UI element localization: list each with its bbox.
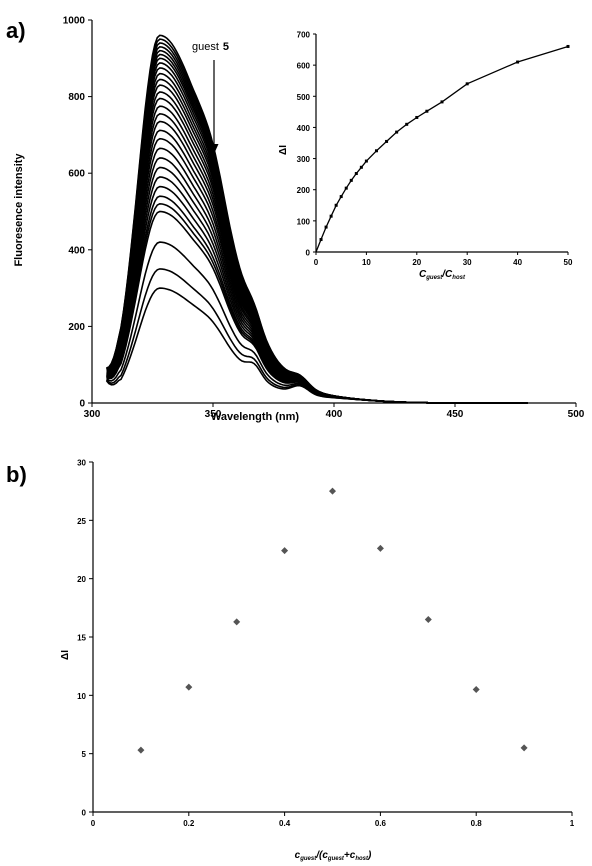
inset-x-axis-label: Cguest/Chost [419,269,466,281]
inset-data-point [405,122,409,126]
spectra-y-tick-label: 1000 [63,16,86,27]
guest-arrow [209,60,219,154]
spectrum-line [105,268,528,404]
inset-data-point [415,115,419,119]
job-plot-y-tick-label: 25 [77,517,86,526]
job-plot-y-tick-label: 5 [82,750,87,759]
inset-data-point [349,178,353,182]
inset-x-tick-label: 20 [412,258,421,267]
inset-data-point [334,203,338,207]
job-plot-point [329,487,336,495]
inset-y-tick-label: 100 [297,217,311,226]
job-plot-y-tick-label: 0 [82,809,87,818]
job-plot-x-axis-label: cguest/(cguest+chost) [295,850,372,862]
inset-x-tick-label: 40 [513,258,522,267]
inset-data-point [440,100,444,104]
inset-data-point [329,214,333,218]
spectra-y-tick-label: 800 [68,92,85,103]
job-plot-point [424,616,432,623]
spectra-x-axis-label: Wavelength (nm) [211,411,300,423]
inset-y-tick-label: 0 [306,249,311,258]
spectra-x-tick-label: 350 [205,409,222,420]
inset-y-tick-label: 600 [297,62,311,71]
job-plot-y-tick-label: 30 [77,459,86,468]
inset-data-point [339,195,343,199]
spectra-x-tick-label: 300 [84,409,101,420]
job-plot-point [376,544,384,552]
inset-y-tick-label: 700 [297,31,311,40]
spectra-y-tick-label: 0 [79,399,85,410]
inset-data-point [354,172,358,176]
spectra-y-tick-label: 400 [68,245,85,256]
job-plot-x-tick-label: 1 [570,819,575,828]
inset-data-point [374,149,378,153]
inset-x-tick-label: 0 [314,258,319,267]
guest-annotation-text: guest [192,41,219,53]
job-plot-x-tick-label: 0.2 [183,819,195,828]
spectra-x-tick-label: 450 [447,409,464,420]
spectra-y-tick-label: 600 [68,169,85,180]
inset-x-tick-label: 50 [564,258,573,267]
inset-data-point [566,44,570,48]
job-plot-point [137,746,145,754]
job-plot-point [472,686,480,693]
inset-x-tick-label: 10 [362,258,371,267]
job-plot-point [281,547,289,555]
inset-y-tick-label: 300 [297,155,311,164]
job-plot-point [185,683,193,691]
inset-data-point [465,82,469,86]
spectra-y-axis-label: Fluoresence intensity [13,153,25,267]
job-plot-x-tick-label: 0.4 [279,819,291,828]
job-plot-y-axis-label: ΔI [60,650,71,660]
inset-data-point [324,225,328,229]
inset-data-point [395,130,399,134]
inset-data-point [359,165,363,169]
job-plot-x-tick-label: 0 [91,819,96,828]
inset-y-tick-label: 200 [297,186,311,195]
inset-data-point [344,186,348,190]
inset-x-tick-label: 30 [463,258,472,267]
job-plot-y-tick-label: 15 [77,634,86,643]
inset-data-point [364,159,368,163]
guest-annotation: guest 5 [192,41,229,53]
job-plot-y-tick-label: 10 [77,692,86,701]
inset-series-group [315,44,570,253]
job-plot-x-tick-label: 0.6 [375,819,387,828]
inset-y-axis-label: ΔI [278,145,289,155]
job-plot-series-group [137,487,528,754]
inset-y-tick-label: 500 [297,93,311,102]
inset-y-tick-label: 400 [297,124,311,133]
job-plot-x-tick-label: 0.8 [471,819,483,828]
spectra-y-tick-label: 200 [68,322,85,333]
inset-data-point [516,60,520,64]
guest-annotation-number: 5 [223,41,229,53]
job-plot-point [520,744,528,752]
job-plot-point [233,618,241,626]
job-plot-y-tick-label: 20 [77,575,86,584]
inset-data-point [319,238,323,242]
panel-a-label: a) [6,18,26,43]
spectra-x-tick-label: 500 [568,409,585,420]
spectra-x-tick-label: 400 [326,409,343,420]
panel-b-label: b) [6,462,27,487]
spectrum-line [105,287,528,404]
inset-data-point [425,109,429,113]
inset-data-point [385,139,389,143]
